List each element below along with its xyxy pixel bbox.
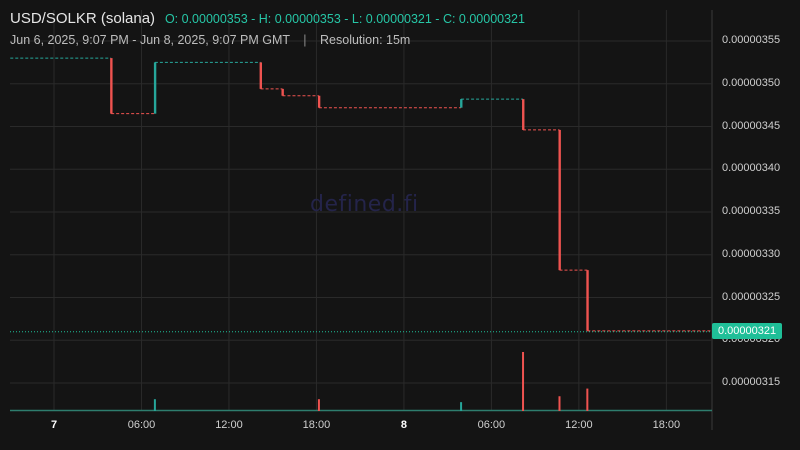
volume-bars <box>10 352 712 412</box>
candle-body <box>522 99 525 130</box>
candle-body <box>110 58 113 114</box>
volume-bar <box>460 402 463 411</box>
volume-bar <box>558 396 561 411</box>
candle-body <box>460 99 463 108</box>
y-tick-label: 0.00000315 <box>722 376 781 388</box>
volume-bar <box>586 388 589 411</box>
header-separator: | <box>303 33 307 47</box>
candle-body <box>317 95 321 108</box>
candle-body <box>153 62 157 114</box>
resolution-label[interactable]: Resolution: 15m <box>320 33 411 47</box>
chart-grid <box>10 10 713 430</box>
x-tick-label: 06:00 <box>477 419 506 431</box>
y-tick-label: 0.00000345 <box>722 119 781 132</box>
candle-body <box>558 129 561 271</box>
volume-bar <box>522 352 525 411</box>
volume-bar <box>153 399 156 411</box>
candle-body <box>586 270 589 331</box>
y-tick-label: 0.00000325 <box>722 290 781 303</box>
y-tick-label: 0.00000350 <box>722 76 781 89</box>
x-tick-label: 8 <box>400 419 407 431</box>
x-tick-label: 18:00 <box>652 419 681 431</box>
last-price-badge: 0.00000321 <box>712 323 783 339</box>
x-tick-label: 12:00 <box>215 419 243 431</box>
volume-bar <box>317 399 320 411</box>
pair-title: USD/SOLKR (solana) <box>10 10 156 27</box>
time-range: Jun 6, 2025, 9:07 PM - Jun 8, 2025, 9:07… <box>10 33 290 47</box>
watermark-logo: defined.fi <box>310 192 419 217</box>
x-tick-label: 7 <box>50 419 58 431</box>
y-tick-label: 0.00000355 <box>722 34 781 46</box>
chart-header: USD/SOLKR (solana) O: 0.00000353 - H: 0.… <box>10 10 525 47</box>
candle-body <box>281 88 284 96</box>
y-tick-label: 0.00000330 <box>722 247 781 260</box>
candlesticks <box>10 57 712 332</box>
y-tick-label: 0.00000340 <box>722 162 781 175</box>
candle-body <box>259 62 262 89</box>
x-tick-label: 06:00 <box>127 419 156 431</box>
y-tick-label: 0.00000335 <box>722 205 781 217</box>
ohlc-readout: O: 0.00000353 - H: 0.00000353 - L: 0.000… <box>164 12 525 26</box>
x-tick-label: 18:00 <box>302 419 331 431</box>
x-tick-label: 12:00 <box>565 419 593 431</box>
